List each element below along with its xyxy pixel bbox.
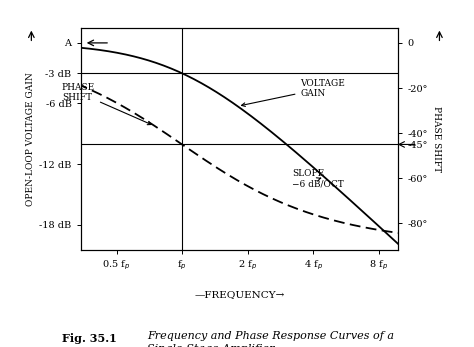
Y-axis label: OPEN-LOOP VOLTAGE GAIN: OPEN-LOOP VOLTAGE GAIN — [26, 72, 35, 206]
Text: SLOPE
−6 dB/OCT: SLOPE −6 dB/OCT — [292, 169, 344, 189]
Text: VOLTAGE
GAIN: VOLTAGE GAIN — [242, 79, 345, 107]
Text: Frequency and Phase Response Curves of a: Frequency and Phase Response Curves of a — [147, 331, 394, 341]
Text: Single-Stage Amplifier: Single-Stage Amplifier — [147, 344, 274, 347]
Y-axis label: PHASE SHIFT: PHASE SHIFT — [432, 106, 441, 172]
Text: PHASE
SHIFT: PHASE SHIFT — [62, 83, 151, 125]
Text: —FREQUENCY→: —FREQUENCY→ — [194, 290, 284, 299]
Text: Fig. 35.1: Fig. 35.1 — [62, 333, 117, 344]
